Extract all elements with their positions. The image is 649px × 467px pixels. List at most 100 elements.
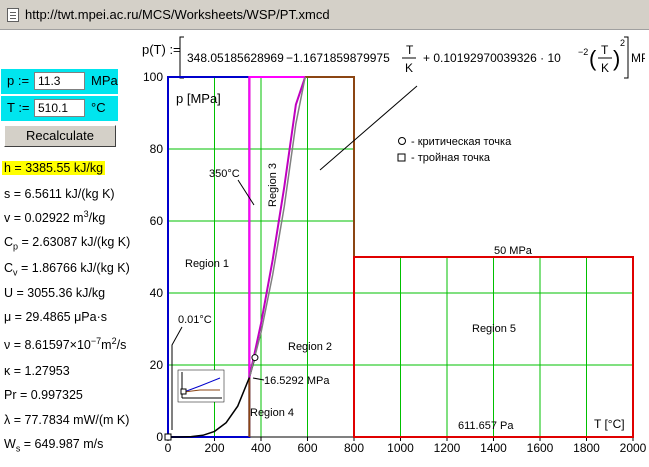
saturation-formula: p(T) := 348.05185628969 −1.1671859879975… <box>142 36 645 79</box>
formula-leader-line <box>319 85 418 171</box>
region5-outline <box>353 256 634 438</box>
inset-thumbnail-frame <box>177 369 225 403</box>
temperature-input[interactable]: 510.1 <box>34 99 85 117</box>
cp-value: = 2.63087 kJ/(kg K) <box>18 235 131 249</box>
temperature-label: T := <box>7 100 30 115</box>
ws-symbol: W <box>4 437 16 451</box>
annotation-16-5292MPa: 16.5292 MPa <box>264 375 330 387</box>
x-tick-label: 800 <box>344 441 364 455</box>
chart-curves <box>164 76 307 441</box>
y-tick-label: 60 <box>150 214 164 228</box>
address-bar: http://twt.mpei.ac.ru/MCS/Worksheets/WSP… <box>0 0 649 30</box>
inset-curve-blue <box>183 377 221 393</box>
x-tick-label: 1800 <box>573 441 600 455</box>
legend-triple-label: - тройная точка <box>411 152 491 164</box>
cv-symbol: C <box>4 261 14 275</box>
region1-label: Region 1 <box>185 258 229 270</box>
thermal-conductivity-result: λ = 77.7834 mW/(m K) <box>4 413 130 427</box>
annotation-triple-pressure: 611.657 Pa <box>458 420 514 432</box>
nu-unit-m: m <box>101 338 112 353</box>
ws-value: = 649.987 m/s <box>20 437 104 451</box>
chart-labels: - критическая точка - тройная точка p [MPa… <box>171 85 625 432</box>
formula-unit: MPa <box>631 51 645 65</box>
cv-subscript: v <box>13 267 18 278</box>
cp-subscript: p <box>13 241 19 252</box>
entropy-result: s = 6.5611 kJ/(kg K) <box>4 187 115 201</box>
prandtl-result: Pr = 0.997325 <box>4 388 83 402</box>
cv-value: = 1.86766 kJ/(kg K) <box>17 261 130 275</box>
sound-speed-result: Ws = 649.987 m/s <box>4 437 103 454</box>
legend-square-symbol <box>397 153 406 162</box>
formula-k2: K <box>601 61 609 75</box>
formula-lhs: p(T) := <box>142 42 181 57</box>
legend-circle-symbol <box>398 137 406 145</box>
region4-label: Region 4 <box>250 407 294 419</box>
x-axis-label: T [°C] <box>594 417 625 431</box>
formula-paren-close: ) <box>613 46 620 71</box>
nu-text: ν = 8.61597×10 <box>4 338 91 353</box>
volume-unit: /kg <box>88 211 106 226</box>
inset-curve-brown <box>183 389 220 393</box>
volume-exp: 3 <box>83 209 89 219</box>
y-tick-label: 100 <box>143 70 163 84</box>
isentropic-exponent-result: κ = 1.27953 <box>4 364 70 378</box>
y-tick-label: 40 <box>150 286 164 300</box>
annotation-350C-leader <box>237 179 255 206</box>
x-tick-label: 1400 <box>480 441 507 455</box>
pressure-input[interactable]: 11.3 <box>34 72 85 90</box>
annotation-001C-leader <box>171 326 183 430</box>
url-text[interactable]: http://twt.mpei.ac.ru/MCS/Worksheets/WSP… <box>25 7 330 22</box>
annotation-350C: 350°C <box>209 168 240 180</box>
ws-subscript: s <box>15 443 21 454</box>
region3-outline <box>248 76 306 378</box>
pressure-unit: MPa <box>91 73 118 88</box>
annotation-001C: 0.01°C <box>178 314 212 326</box>
volume-result: v = 0.02922 m3/kg <box>4 209 105 225</box>
pressure-input-box: p := 11.3 MPa <box>1 69 118 94</box>
formula-t1: T <box>406 43 414 57</box>
x-tick-label: 1200 <box>434 441 461 455</box>
y-axis-label: p [MPa] <box>176 91 221 106</box>
nu-exp: −7 <box>90 336 102 346</box>
formula-paren-open: ( <box>589 46 597 71</box>
formula-c0: 348.05185628969 <box>187 51 284 65</box>
x-tick-label: 200 <box>204 441 224 455</box>
formula-square: 2 <box>620 38 625 48</box>
formula-c1: −1.1671859879975 <box>286 51 390 65</box>
volume-text: v = 0.02922 m <box>4 211 84 226</box>
x-tick-label: 1000 <box>387 441 414 455</box>
formula-bracket-right <box>624 36 629 79</box>
legend-critical-label: - критическая точка <box>411 136 512 148</box>
annotation-16-5292MPa-leader <box>252 377 265 381</box>
formula-t2: T <box>601 43 609 57</box>
x-tick-label: 400 <box>251 441 271 455</box>
triple-point-marker <box>164 433 172 441</box>
annotation-50MPa: 50 MPa <box>494 245 533 257</box>
region2-label: Region 2 <box>288 341 332 353</box>
pressure-label: p := <box>7 73 30 88</box>
series-line-saturation <box>167 357 256 438</box>
cp-result: Cp = 2.63087 kJ/(kg K) <box>4 235 130 252</box>
y-tick-label: 0 <box>156 430 163 444</box>
nu-unit-exp: 2 <box>111 336 117 346</box>
y-tick-label: 20 <box>150 358 164 372</box>
formula-k1: K <box>405 61 413 75</box>
temperature-unit: °C <box>91 100 106 115</box>
chart-regions <box>167 76 634 438</box>
series-line-isobar <box>249 76 306 376</box>
cv-result: Cv = 1.86766 kJ/(kg K) <box>4 261 130 278</box>
viscosity-result: μ = 29.4865 μPa·s <box>4 310 108 324</box>
internal-energy-result: U = 3055.36 kJ/kg <box>4 286 106 300</box>
recalculate-button[interactable]: Recalculate <box>4 125 116 147</box>
x-tick-label: 1600 <box>527 441 554 455</box>
cp-symbol: C <box>4 235 14 249</box>
region5-label: Region 5 <box>472 323 516 335</box>
region3-label: Region 3 <box>267 163 279 207</box>
enthalpy-result: h = 3385.55 kJ/kg <box>2 161 106 175</box>
nu-unit-s: /s <box>116 338 127 353</box>
x-tick-label: 0 <box>165 441 172 455</box>
critical-point-marker <box>251 354 259 362</box>
inset-triple-marker <box>180 388 187 395</box>
x-tick-label: 2000 <box>620 441 647 455</box>
